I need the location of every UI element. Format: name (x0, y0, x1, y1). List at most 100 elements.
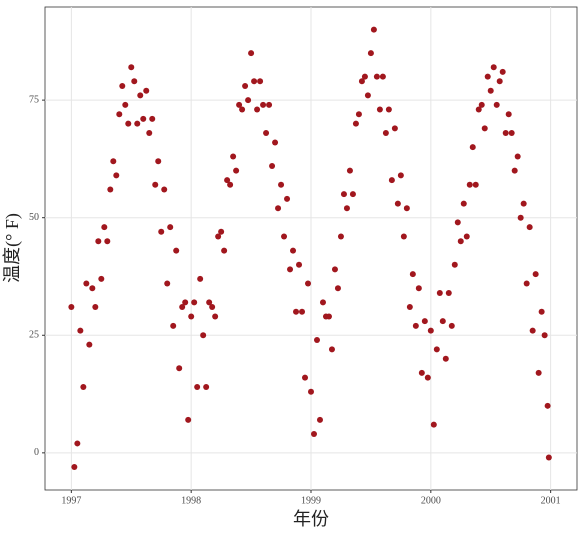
point (74, 440, 81, 447)
point (185, 416, 192, 423)
point (508, 130, 515, 137)
point (266, 101, 273, 108)
y-axis-title: 温度(° F) (2, 213, 23, 283)
point (113, 172, 120, 179)
point (215, 233, 222, 240)
point (119, 83, 126, 90)
point (505, 111, 512, 118)
point (86, 341, 93, 348)
point (457, 238, 464, 245)
point (83, 280, 90, 287)
point (263, 130, 270, 137)
point (334, 285, 341, 292)
point (230, 153, 237, 160)
point (227, 181, 234, 188)
x-tick-label: 2000 (421, 495, 441, 506)
point (526, 224, 533, 231)
point (143, 87, 150, 94)
point (523, 280, 530, 287)
point (436, 289, 443, 296)
point (418, 369, 425, 376)
point (538, 308, 545, 315)
point (355, 111, 362, 118)
point (110, 158, 117, 165)
point (391, 125, 398, 132)
point (176, 365, 183, 372)
point (313, 336, 320, 343)
point (149, 115, 156, 122)
point (158, 228, 165, 235)
point (155, 158, 162, 165)
point (370, 26, 377, 33)
y-tick-label: 50 (29, 212, 39, 223)
point (499, 68, 506, 75)
point (544, 402, 551, 409)
point (460, 200, 467, 207)
point (517, 214, 524, 221)
point (269, 162, 276, 169)
point (101, 224, 108, 231)
point (469, 144, 476, 151)
point (514, 153, 521, 160)
point (248, 50, 255, 57)
point (385, 106, 392, 113)
point (490, 64, 497, 71)
point (200, 332, 207, 339)
point (520, 200, 527, 207)
point (77, 327, 84, 334)
point (161, 186, 168, 193)
point (511, 167, 518, 174)
y-tick-label: 75 (29, 94, 39, 105)
point (382, 130, 389, 137)
point (481, 125, 488, 132)
point (451, 261, 458, 268)
point (272, 139, 279, 146)
point (203, 384, 210, 391)
point (545, 454, 552, 461)
point (364, 92, 371, 99)
point (319, 299, 326, 306)
point (98, 275, 105, 282)
point (293, 308, 300, 315)
point (275, 205, 282, 212)
point (89, 285, 96, 292)
point (257, 78, 264, 85)
point (448, 322, 455, 329)
point (430, 421, 437, 428)
point (442, 355, 449, 362)
point (328, 346, 335, 353)
point (146, 130, 153, 137)
point (388, 177, 395, 184)
point (349, 191, 356, 198)
point (71, 463, 78, 470)
x-tick-label: 1997 (61, 495, 81, 506)
grid (45, 7, 577, 490)
point (191, 299, 198, 306)
point (92, 304, 99, 311)
point (239, 106, 246, 113)
x-axis-title: 年份 (293, 509, 329, 529)
point (245, 97, 252, 104)
point (251, 78, 258, 85)
point (487, 87, 494, 94)
point (167, 224, 174, 231)
point (427, 327, 434, 334)
point (376, 106, 383, 113)
point (278, 181, 285, 188)
point (439, 318, 446, 325)
point (173, 247, 180, 254)
point (299, 308, 306, 315)
point (170, 322, 177, 329)
point (95, 238, 102, 245)
point (397, 172, 404, 179)
point (179, 304, 186, 311)
point (218, 228, 225, 235)
points (68, 26, 552, 470)
point (541, 332, 548, 339)
point (233, 167, 240, 174)
point (415, 285, 422, 292)
point (254, 106, 261, 113)
point (131, 78, 138, 85)
point (164, 280, 171, 287)
